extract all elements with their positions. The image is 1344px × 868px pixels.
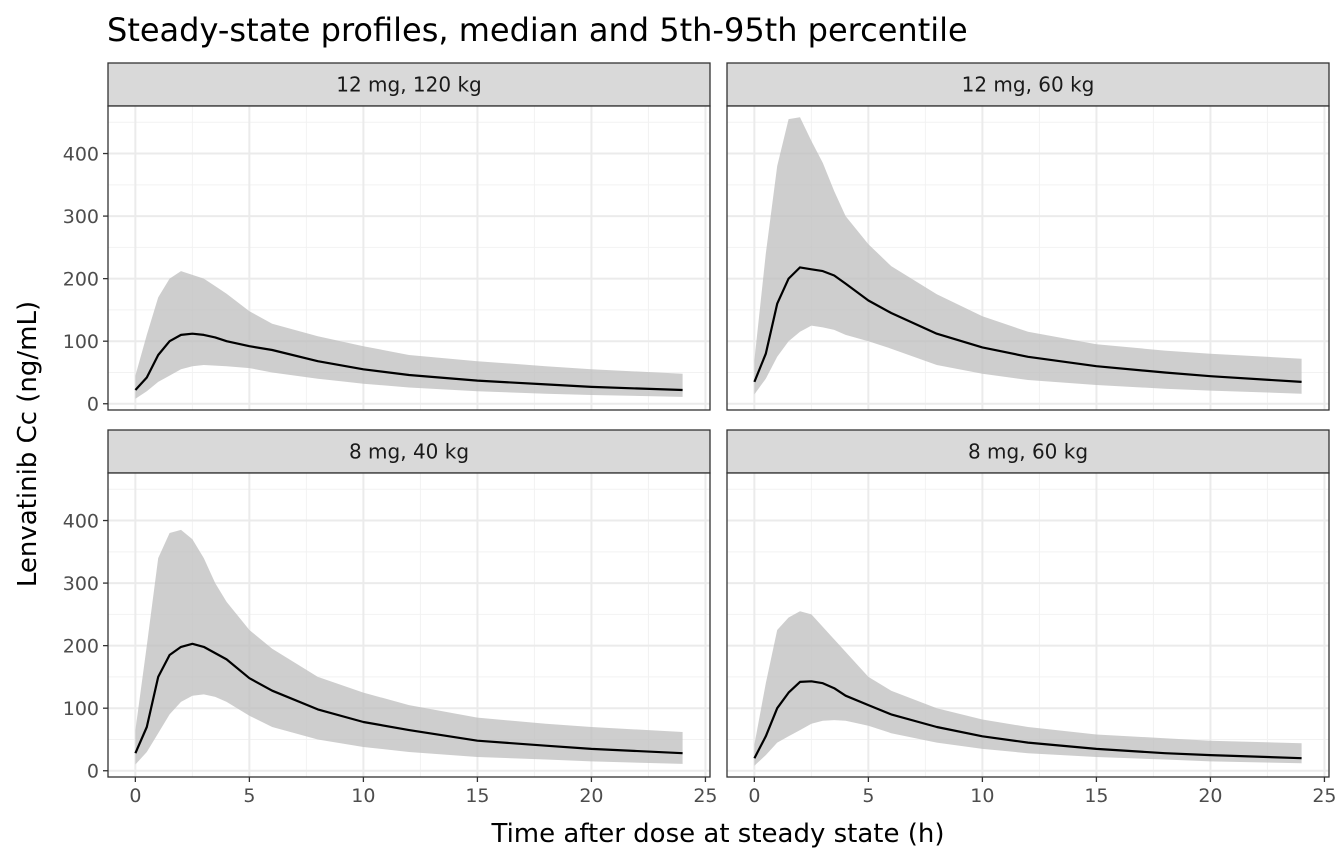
- median-line: [753, 266, 1302, 383]
- median-line: [134, 642, 683, 755]
- y-tick-label: 300: [63, 573, 99, 595]
- median-line: [753, 680, 1302, 760]
- facet-panel: 12 mg, 60 kg: [726, 62, 1330, 411]
- y-axis-title: Lenvatinib Cc (ng/mL): [13, 301, 43, 587]
- x-tick-label: 10: [351, 785, 375, 807]
- y-tick-label: 0: [87, 761, 99, 783]
- x-tick-label: 20: [579, 785, 603, 807]
- facet-strip-label: 8 mg, 40 kg: [349, 440, 469, 464]
- facet-strip: [726, 62, 1330, 107]
- panel-border: [107, 472, 711, 778]
- x-tick-label: 15: [1084, 785, 1108, 807]
- percentile-band: [135, 529, 683, 765]
- percentile-band: [754, 611, 1302, 766]
- y-tick-label: 400: [63, 511, 99, 533]
- facet-strip: [726, 429, 1330, 474]
- percentile-band: [135, 271, 683, 399]
- x-tick-label: 20: [1198, 785, 1222, 807]
- facet-strip-label: 12 mg, 120 kg: [336, 73, 482, 97]
- chart-title: Steady-state profiles, median and 5th-95…: [107, 11, 968, 49]
- x-tick-label: 25: [693, 785, 717, 807]
- x-tick-label: 10: [970, 785, 994, 807]
- y-tick-label: 200: [63, 636, 99, 658]
- x-tick-label: 0: [129, 785, 141, 807]
- x-tick-label: 25: [1312, 785, 1336, 807]
- y-tick-label: 0: [87, 394, 99, 416]
- panel-background: [727, 473, 1329, 777]
- x-axis-title: Time after dose at steady state (h): [491, 819, 945, 849]
- facet-panel: 8 mg, 40 kg 0 100 200 300 400 0 5 10 15 20 25: [63, 429, 718, 807]
- panel-border: [726, 105, 1330, 411]
- x-tick-label: 5: [243, 785, 255, 807]
- facet-strip-label: 8 mg, 60 kg: [968, 440, 1088, 464]
- y-tick-label: 400: [63, 144, 99, 166]
- x-tick-label: 15: [465, 785, 489, 807]
- percentile-band: [754, 117, 1302, 395]
- y-tick-label: 100: [63, 698, 99, 720]
- median-line: [134, 332, 683, 392]
- panel-border: [726, 472, 1330, 778]
- x-tick-label: 0: [748, 785, 760, 807]
- panel-border: [107, 105, 711, 411]
- y-tick-label: 100: [63, 331, 99, 353]
- y-tick-label: 300: [63, 206, 99, 228]
- y-tick-label: 200: [63, 269, 99, 291]
- facet-strip: [107, 62, 711, 107]
- facet-panel: 8 mg, 60 kg 0 5 10 15 20 25: [726, 429, 1337, 807]
- x-tick-label: 5: [862, 785, 874, 807]
- facet-panel: 12 mg, 120 kg 0 100 200 300 400: [63, 62, 711, 416]
- facet-strip-label: 12 mg, 60 kg: [962, 73, 1095, 97]
